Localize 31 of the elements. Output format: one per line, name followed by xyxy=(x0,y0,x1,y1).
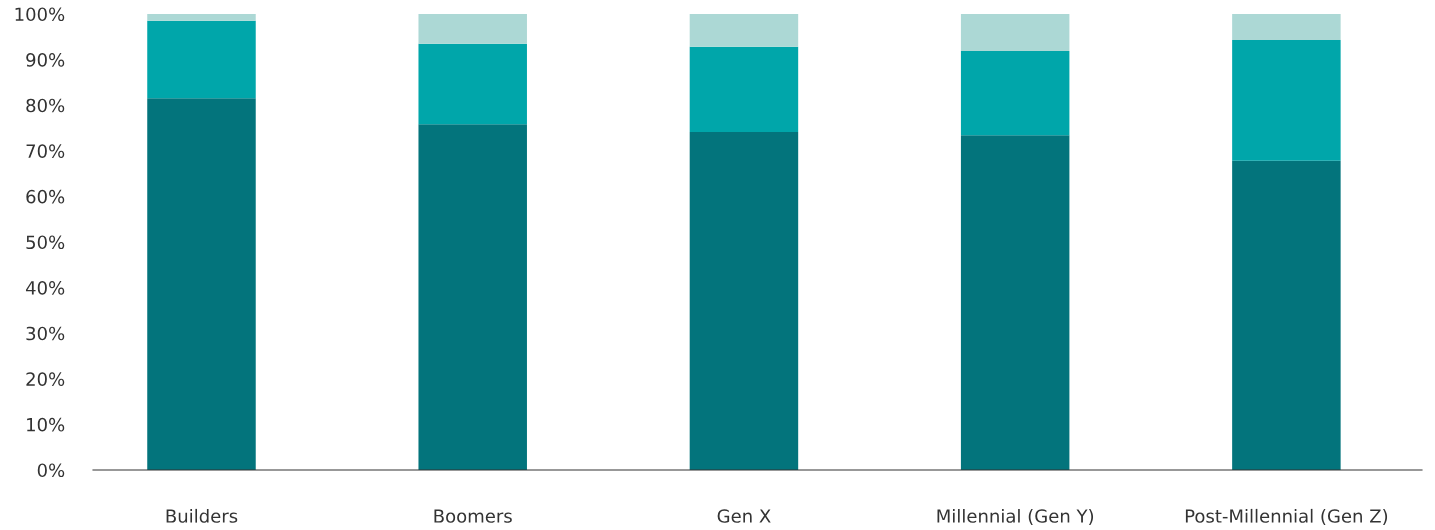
y-tick-label: 30% xyxy=(26,326,65,341)
bar xyxy=(1232,160,1341,470)
bar xyxy=(1232,39,1341,161)
y-tick-label: 60% xyxy=(26,189,65,204)
bar xyxy=(418,124,527,470)
bar xyxy=(960,50,1070,136)
x-tick-label: Boomers xyxy=(434,509,512,523)
bar xyxy=(418,14,527,44)
x-tick-label: Post-Millennial (Gen Z) xyxy=(1185,508,1388,525)
y-tick-label: 20% xyxy=(26,372,65,386)
bar xyxy=(960,14,1070,51)
y-tick-label: 10% xyxy=(27,417,65,432)
bar xyxy=(1232,14,1341,40)
bar xyxy=(147,98,256,470)
bar xyxy=(689,46,799,133)
bar xyxy=(147,14,256,21)
y-tick-label: 80% xyxy=(26,98,65,113)
y-tick-label: 50% xyxy=(26,235,65,250)
x-tick-label: Millennial (Gen Y) xyxy=(937,508,1094,525)
y-tick-label: 90% xyxy=(26,53,65,67)
y-tick-label: 100% xyxy=(15,7,65,22)
y-tick-label: 0% xyxy=(37,463,65,478)
bar xyxy=(689,132,799,470)
y-tick-label: 70% xyxy=(26,144,65,158)
x-tick-label: Builders xyxy=(166,508,238,523)
bar xyxy=(689,14,799,47)
y-tick-label: 40% xyxy=(25,281,65,295)
bar xyxy=(147,20,256,99)
x-tick-label: Gen X xyxy=(717,509,771,523)
bar xyxy=(418,43,527,125)
bar xyxy=(960,135,1070,470)
